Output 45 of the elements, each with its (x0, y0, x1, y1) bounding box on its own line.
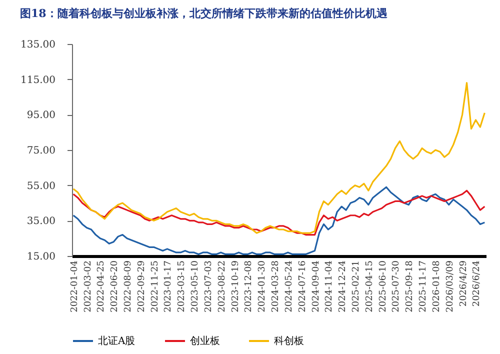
y-tick-label: 135.00 (20, 40, 56, 50)
x-tick-label: 2024-09-04 (311, 260, 322, 312)
x-tick-label: 2026-01-08 (432, 260, 442, 312)
x-tick-label: 2025-07-30 (392, 260, 402, 312)
x-tick-label: 2025-06-10 (378, 260, 388, 312)
x-tick-label: 2023-08-22 (217, 260, 228, 312)
x-tick-label: 2023-07-03 (204, 260, 214, 312)
x-tick-label: 2026/6/24 (472, 260, 482, 307)
x-tick-label: 2023-12-08 (244, 260, 254, 312)
x-tick-label: 2023-03-15 (177, 260, 188, 312)
line-series (72, 186, 486, 256)
line-series (72, 82, 486, 234)
x-tick-label: 2024-05-24 (284, 260, 294, 312)
x-tick-label: 2023-05-10 (190, 260, 201, 312)
x-tick-label: 2025-04-15 (364, 260, 375, 312)
x-tick-label: 2022-06-20 (110, 260, 120, 312)
x-tick-label: 2025-02-21 (352, 260, 362, 312)
x-tick-label: 2024-01-30 (258, 260, 268, 312)
y-tick-label: 95.00 (26, 110, 56, 122)
chart-title: 图18：随着科创板与创业板补涨，北交所情绪下跌带来新的估值性价比机遇 (20, 7, 388, 20)
x-tick-label: 2025-11-17 (418, 260, 429, 312)
x-tick-label: 2022-09-29 (136, 260, 147, 312)
y-tick-label: 115.00 (20, 74, 56, 86)
x-tick-label: 2026/4/29 (458, 260, 469, 307)
x-tick-label: 2022-03-02 (83, 260, 94, 312)
x-tick-label: 2025-09-18 (405, 260, 416, 312)
x-tick-label: 2024-12-24 (338, 260, 348, 312)
y-tick-label: 15.00 (26, 252, 56, 262)
x-tick-label: 2024-11-04 (324, 260, 335, 312)
line-series (72, 190, 486, 236)
y-tick-label: 55.00 (26, 180, 56, 192)
y-tick-label: 35.00 (26, 216, 56, 228)
x-tick-label: 2022-01-04 (70, 260, 80, 312)
legend-label: 创业板 (190, 335, 220, 347)
x-tick-label: 2024-07-16 (298, 260, 308, 312)
x-tick-label: 2022-08-09 (123, 260, 134, 312)
x-tick-label: 2023-10-19 (230, 260, 241, 312)
x-tick-label: 2024-03-28 (271, 260, 282, 312)
legend-label: 科创板 (274, 335, 304, 347)
x-tick-label: 2022-11-25 (150, 260, 160, 312)
x-tick-label: 2026/03/09 (445, 260, 456, 312)
legend-label: 北证A股 (98, 335, 136, 347)
y-tick-label: 75.00 (26, 146, 56, 156)
x-tick-label: 2022-04-25 (96, 260, 107, 312)
x-tick-label: 2023-01-17 (164, 260, 174, 312)
